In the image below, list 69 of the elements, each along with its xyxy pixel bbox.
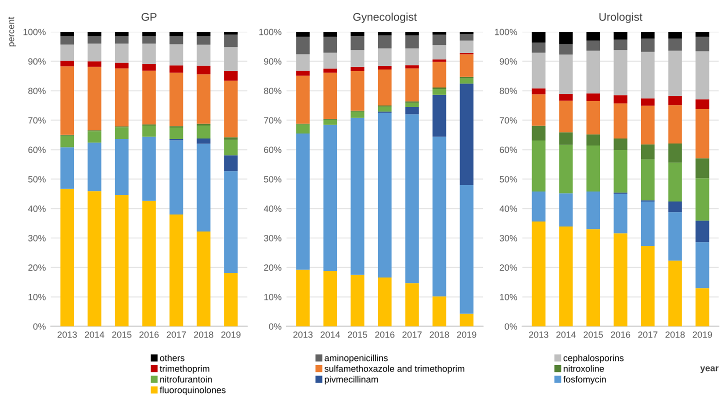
y-tick-label: 20%: [264, 264, 282, 271]
legend-label: others: [160, 354, 184, 362]
x-tick-label: 2017: [166, 331, 186, 338]
legend-label: trimethoprim: [160, 365, 210, 374]
y-tick-label: 20%: [28, 264, 46, 271]
y-tick-label: 40%: [28, 206, 46, 212]
y-tick-label: 100%: [259, 28, 282, 36]
x-tick-label: 2013: [529, 331, 548, 338]
y-tick-label: 90%: [28, 58, 46, 65]
y-tick-label: 40%: [500, 206, 518, 212]
y-axis-title: percent: [8, 16, 16, 46]
x-tick-label: 2016: [610, 331, 630, 338]
legend-label: nitrofurantoin: [160, 376, 212, 383]
x-axis-title: year: [700, 366, 719, 374]
x-tick-label: 2017: [638, 331, 658, 338]
y-tick-label: 0%: [504, 323, 518, 330]
x-tick-label: 2016: [139, 331, 159, 338]
y-tick-label: 50%: [28, 176, 46, 182]
x-tick-label: 2014: [84, 331, 104, 338]
x-tick-label: 2015: [348, 331, 368, 338]
x-tick-label: 2019: [692, 331, 712, 338]
x-tick-label: 2015: [584, 331, 603, 338]
y-tick-label: 60%: [28, 146, 46, 154]
x-tick-label: 2019: [457, 331, 476, 338]
y-tick-label: 30%: [28, 234, 46, 242]
y-tick-label: 20%: [500, 264, 518, 271]
y-tick-label: 0%: [269, 323, 282, 330]
legend-label: cephalosporins: [564, 354, 624, 363]
legend-label: aminopenicillins: [324, 354, 388, 363]
legend-label: sulfamethoxazole and trimethoprim: [324, 365, 464, 374]
legend-label: fluoroquinolones: [160, 386, 226, 396]
chart-title: Gynecologist: [353, 12, 417, 24]
x-tick-label: 2015: [112, 331, 132, 338]
chart-title: GP: [142, 12, 156, 21]
x-tick-label: 2014: [556, 331, 576, 338]
y-tick-label: 100%: [24, 28, 46, 36]
x-tick-label: 2014: [320, 331, 340, 338]
y-tick-label: 90%: [500, 58, 518, 65]
y-tick-label: 30%: [500, 234, 518, 242]
y-tick-label: 0%: [33, 323, 46, 330]
x-tick-label: 2018: [430, 331, 449, 338]
y-tick-label: 10%: [264, 294, 282, 300]
y-tick-label: 80%: [28, 88, 46, 94]
legend-label: pivmecillinam: [324, 376, 378, 384]
y-tick-label: 10%: [28, 294, 46, 300]
y-tick-label: 40%: [264, 206, 282, 212]
y-tick-label: 60%: [264, 146, 282, 154]
x-tick-label: 2017: [402, 331, 422, 338]
y-tick-label: 80%: [264, 88, 282, 94]
y-tick-label: 100%: [495, 28, 518, 36]
x-tick-label: 2019: [221, 331, 241, 338]
y-tick-label: 10%: [500, 294, 518, 300]
y-tick-label: 30%: [264, 234, 282, 242]
x-tick-label: 2018: [194, 331, 214, 338]
y-tick-label: 70%: [500, 117, 518, 124]
chart-title: Urologist: [599, 12, 642, 24]
y-tick-label: 50%: [264, 176, 282, 182]
x-tick-label: 2018: [666, 331, 685, 338]
x-tick-label: 2016: [375, 331, 394, 338]
y-tick-label: 60%: [500, 146, 518, 154]
legend-label: nitroxoline: [564, 365, 604, 372]
x-tick-label: 2013: [293, 331, 313, 338]
y-tick-label: 70%: [28, 117, 46, 124]
y-tick-label: 80%: [500, 88, 518, 94]
y-tick-label: 50%: [500, 176, 518, 182]
y-tick-label: 90%: [264, 58, 282, 65]
legend-label: fosfomycin: [563, 376, 606, 384]
y-tick-label: 70%: [264, 117, 282, 124]
x-tick-label: 2013: [58, 331, 77, 338]
